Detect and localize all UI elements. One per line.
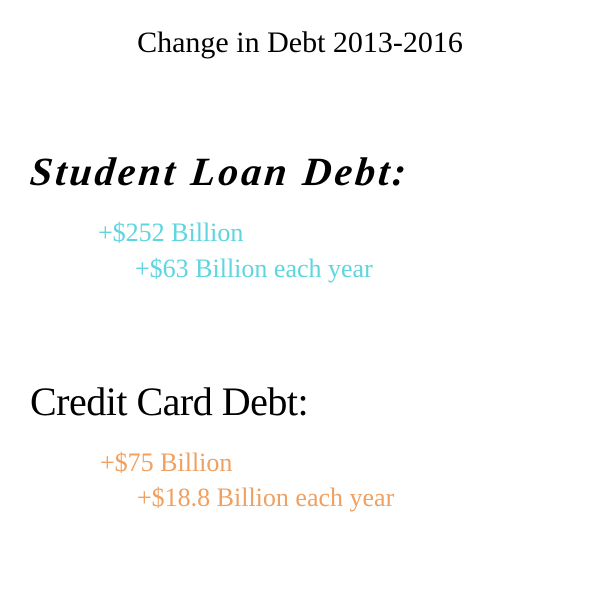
credit-card-per-year: +$18.8 Billion each year xyxy=(137,483,395,512)
credit-card-heading: Credit Card Debt: xyxy=(30,379,309,424)
credit-card-total: +$75 Billion xyxy=(100,448,233,477)
student-loan-heading: Student Loan Debt: xyxy=(28,149,412,194)
student-loan-total: +$252 Billion xyxy=(98,218,244,247)
student-loan-per-year: +$63 Billion each year xyxy=(135,254,373,283)
page-title: Change in Debt 2013-2016 xyxy=(137,26,463,59)
